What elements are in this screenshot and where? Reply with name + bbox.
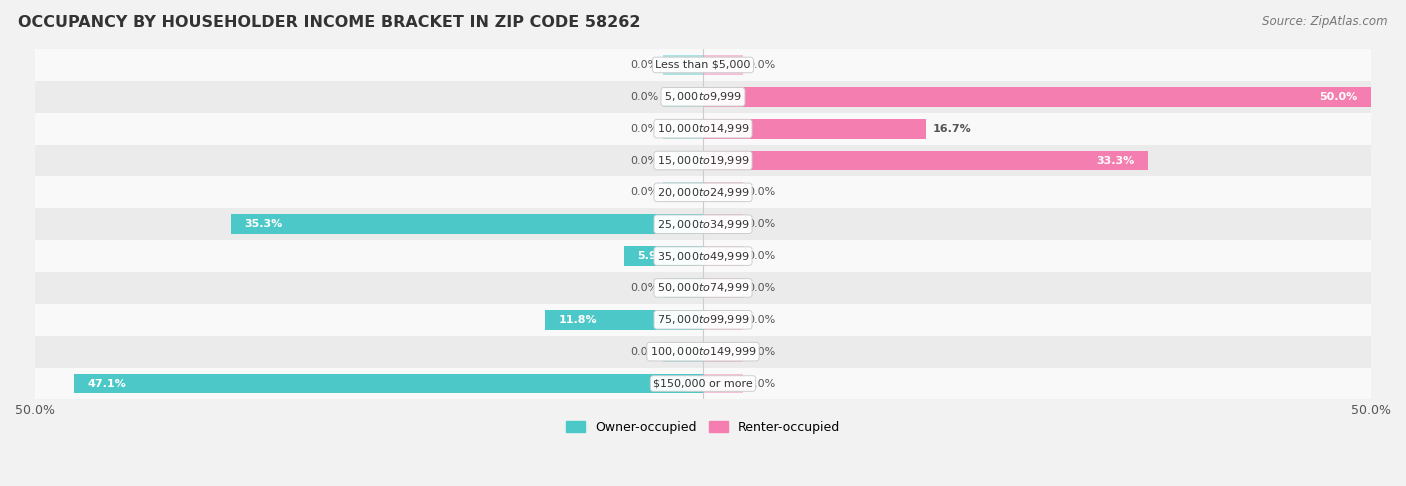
Legend: Owner-occupied, Renter-occupied: Owner-occupied, Renter-occupied: [561, 416, 845, 439]
Bar: [73, 374, 703, 393]
Text: $35,000 to $49,999: $35,000 to $49,999: [657, 250, 749, 262]
Bar: [546, 310, 703, 330]
Text: 0.0%: 0.0%: [747, 315, 775, 325]
Bar: [35, 49, 1371, 81]
Text: $75,000 to $99,999: $75,000 to $99,999: [657, 313, 749, 326]
Text: 0.0%: 0.0%: [747, 251, 775, 261]
Bar: [35, 272, 1371, 304]
Bar: [35, 145, 1371, 176]
Text: $50,000 to $74,999: $50,000 to $74,999: [657, 281, 749, 295]
Bar: [662, 278, 703, 298]
Text: 0.0%: 0.0%: [631, 347, 659, 357]
Text: 0.0%: 0.0%: [747, 219, 775, 229]
Text: 0.0%: 0.0%: [631, 92, 659, 102]
Bar: [232, 214, 703, 234]
Bar: [35, 113, 1371, 145]
Bar: [703, 246, 744, 266]
Bar: [703, 342, 744, 362]
Text: $5,000 to $9,999: $5,000 to $9,999: [664, 90, 742, 104]
Bar: [703, 183, 744, 202]
Bar: [662, 151, 703, 171]
Bar: [624, 246, 703, 266]
Text: 0.0%: 0.0%: [747, 60, 775, 70]
Bar: [35, 240, 1371, 272]
Bar: [35, 176, 1371, 208]
Bar: [662, 87, 703, 107]
Text: 0.0%: 0.0%: [631, 156, 659, 166]
Bar: [662, 342, 703, 362]
Text: 50.0%: 50.0%: [1319, 92, 1358, 102]
Text: Source: ZipAtlas.com: Source: ZipAtlas.com: [1263, 15, 1388, 28]
Text: 0.0%: 0.0%: [747, 188, 775, 197]
Bar: [703, 278, 744, 298]
Text: 0.0%: 0.0%: [747, 379, 775, 388]
Bar: [703, 151, 1147, 171]
Bar: [703, 214, 744, 234]
Text: $20,000 to $24,999: $20,000 to $24,999: [657, 186, 749, 199]
Bar: [703, 310, 744, 330]
Text: $150,000 or more: $150,000 or more: [654, 379, 752, 388]
Text: 16.7%: 16.7%: [932, 123, 972, 134]
Text: 0.0%: 0.0%: [631, 283, 659, 293]
Bar: [662, 119, 703, 139]
Text: 0.0%: 0.0%: [631, 188, 659, 197]
Text: 5.9%: 5.9%: [637, 251, 668, 261]
Text: 47.1%: 47.1%: [87, 379, 127, 388]
Bar: [35, 336, 1371, 367]
Text: 11.8%: 11.8%: [558, 315, 598, 325]
Text: OCCUPANCY BY HOUSEHOLDER INCOME BRACKET IN ZIP CODE 58262: OCCUPANCY BY HOUSEHOLDER INCOME BRACKET …: [18, 15, 641, 30]
Bar: [703, 87, 1371, 107]
Text: $15,000 to $19,999: $15,000 to $19,999: [657, 154, 749, 167]
Text: 0.0%: 0.0%: [631, 60, 659, 70]
Text: $25,000 to $34,999: $25,000 to $34,999: [657, 218, 749, 231]
Bar: [703, 119, 927, 139]
Text: 0.0%: 0.0%: [631, 123, 659, 134]
Bar: [703, 55, 744, 75]
Text: $10,000 to $14,999: $10,000 to $14,999: [657, 122, 749, 135]
Bar: [662, 55, 703, 75]
Text: 35.3%: 35.3%: [245, 219, 283, 229]
Bar: [35, 208, 1371, 240]
Bar: [703, 374, 744, 393]
Text: 33.3%: 33.3%: [1097, 156, 1135, 166]
Text: 0.0%: 0.0%: [747, 347, 775, 357]
Bar: [35, 367, 1371, 399]
Text: Less than $5,000: Less than $5,000: [655, 60, 751, 70]
Text: $100,000 to $149,999: $100,000 to $149,999: [650, 345, 756, 358]
Bar: [662, 183, 703, 202]
Bar: [35, 81, 1371, 113]
Bar: [35, 304, 1371, 336]
Text: 0.0%: 0.0%: [747, 283, 775, 293]
